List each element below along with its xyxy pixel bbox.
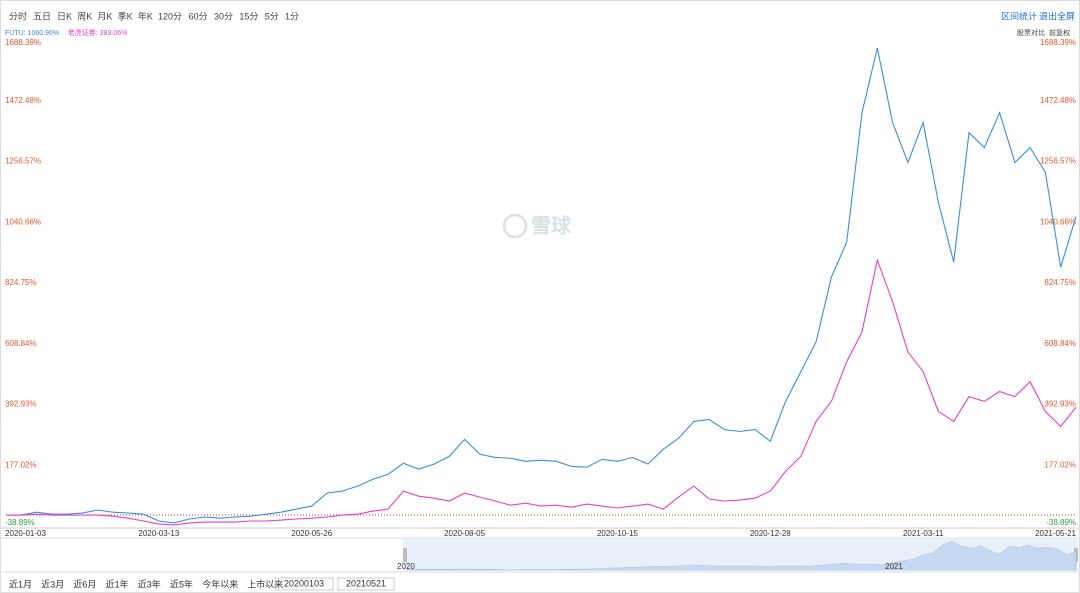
range-stats[interactable]: 区间统计 (1001, 10, 1037, 21)
range-button[interactable]: 上市以来 (247, 578, 283, 589)
period-tab[interactable]: 分时 (9, 10, 27, 21)
y-tick-label: 608.84% (5, 339, 37, 348)
y-tick-label-right: 1040.66% (1040, 217, 1076, 226)
watermark-text: 雪球 (531, 214, 572, 237)
x-tick-label: 2020-10-15 (597, 529, 638, 538)
start-date-input[interactable] (274, 577, 334, 591)
y-tick-label: 1040.66% (5, 217, 41, 226)
period-tab[interactable]: 日K (57, 11, 72, 21)
period-tab[interactable]: 年K (138, 10, 153, 21)
legend-entry: 老虎证券: 383.06% (68, 28, 128, 37)
y-tick-label: 1256.57% (5, 157, 41, 166)
period-tab[interactable]: 60分 (189, 11, 208, 21)
navigator-label: 2020 (397, 562, 415, 571)
range-button[interactable]: 近1年 (106, 578, 129, 589)
x-tick-label: 2020-03-13 (138, 529, 179, 538)
x-tick-label: 2020-12-28 (750, 529, 791, 538)
y-tick-label: 392.93% (5, 400, 37, 409)
y-tick-label-right: 1688.39% (1040, 38, 1076, 47)
navigator-area (406, 541, 1077, 571)
range-button[interactable]: 近3年 (138, 578, 161, 589)
series-line (6, 47, 1077, 524)
y-tick-label: 824.75% (5, 278, 37, 287)
watermark: 雪球 (502, 213, 572, 239)
period-tab[interactable]: 120分 (158, 11, 182, 21)
y-tick-label-right: 608.84% (1044, 339, 1076, 348)
y-tick-label: -38.89% (5, 518, 35, 527)
y-tick-label-right: 177.02% (1044, 460, 1076, 469)
y-tick-label-right: 392.93% (1044, 400, 1076, 409)
navigator-label: 2021 (885, 562, 903, 571)
period-tab[interactable]: 周K (77, 11, 92, 21)
navigator-handle[interactable] (403, 548, 407, 562)
period-tab[interactable]: 5分 (265, 11, 279, 21)
y-tick-label-right: 1256.57% (1040, 157, 1076, 166)
period-tab[interactable]: 月K (97, 11, 112, 21)
x-tick-label: 2020-01-03 (5, 529, 46, 538)
y-tick-label-right: 824.75% (1044, 278, 1076, 287)
y-tick-label: 177.02% (5, 460, 37, 469)
y-tick-label-right: 1472.48% (1040, 96, 1076, 105)
range-button[interactable]: 近3月 (41, 578, 64, 589)
x-tick-label: 2021-05-21 (1035, 529, 1076, 538)
end-date-input[interactable] (337, 577, 395, 591)
period-tab[interactable]: 季K (118, 10, 133, 21)
period-tab[interactable]: 1分 (285, 11, 299, 21)
period-tab[interactable]: 15分 (239, 11, 258, 21)
compare-button[interactable]: 股票对比 (1017, 28, 1045, 37)
y-tick-label-right: -38.89% (1046, 518, 1076, 527)
range-button[interactable]: 近6月 (73, 578, 96, 589)
exit-fullscreen[interactable]: 退出全屏 (1039, 10, 1075, 21)
y-tick-label: 1688.39% (5, 38, 41, 47)
range-button[interactable]: 今年以来 (202, 578, 238, 589)
x-tick-label: 2020-08-05 (444, 529, 485, 538)
legend-entry: FUTU: 1060.96% (5, 30, 59, 37)
range-button[interactable]: 近1月 (9, 578, 32, 589)
period-tab[interactable]: 五日 (33, 11, 51, 21)
x-tick-label: 2021-03-11 (903, 529, 944, 538)
y-tick-label: 1472.48% (5, 96, 41, 105)
period-tab[interactable]: 30分 (214, 11, 233, 21)
range-button[interactable]: 近5年 (170, 578, 193, 589)
series-line (6, 258, 1077, 526)
adjust-button[interactable]: 前复权 (1049, 28, 1070, 37)
x-tick-label: 2020-05-26 (291, 529, 332, 538)
end-date: 20210521 (346, 578, 386, 588)
start-date: 20200103 (284, 578, 324, 588)
